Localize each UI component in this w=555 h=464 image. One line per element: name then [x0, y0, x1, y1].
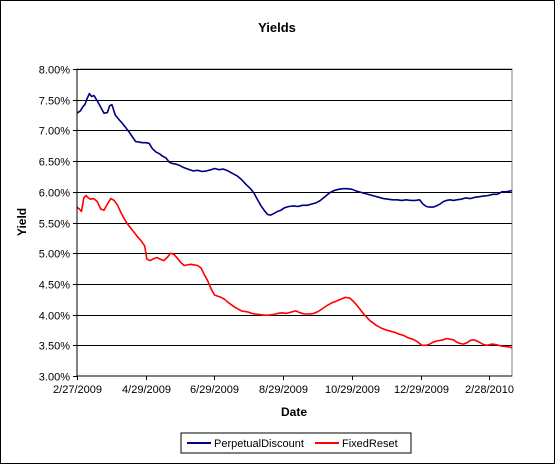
- y-tick-label: 3.50%: [39, 341, 70, 353]
- gridlines: [77, 69, 512, 346]
- y-tick-label: 6.00%: [39, 188, 70, 200]
- chart-title: Yields: [258, 20, 296, 35]
- series-line-perpetual-discount: [76, 92, 513, 216]
- series-line-fixed-reset: [76, 194, 513, 349]
- x-tick-label: 2/27/2009: [53, 384, 102, 396]
- y-tick-label: 8.00%: [39, 65, 70, 77]
- x-tick-label: 12/29/2009: [394, 384, 449, 396]
- y-tick-label: 5.50%: [39, 219, 70, 231]
- y-tick-label: 4.00%: [39, 311, 70, 323]
- x-tick-label: 6/29/2009: [190, 384, 239, 396]
- legend: PerpetualDiscount FixedReset: [180, 432, 412, 454]
- y-tick-label: 6.50%: [39, 157, 70, 169]
- legend-label-fixed-reset: FixedReset: [342, 438, 398, 450]
- y-tick-label: 5.00%: [39, 249, 70, 261]
- x-axis-title: Date: [281, 405, 307, 419]
- legend-label-perpetual-discount: PerpetualDiscount: [214, 438, 304, 450]
- y-axis-title: Yield: [15, 208, 29, 236]
- legend-box: [180, 432, 412, 454]
- x-tick-label: 2/28/2010: [465, 384, 514, 396]
- y-tick-label: 7.50%: [39, 96, 70, 108]
- x-tick-label: 8/29/2009: [259, 384, 308, 396]
- y-tick-label: 3.00%: [39, 372, 70, 384]
- y-axis-ticks: 3.00% 3.50% 4.00% 4.50% 5.00% 5.50% 6.00% 6.50%…: [39, 65, 77, 384]
- x-tick-label: 4/29/2009: [122, 384, 171, 396]
- y-tick-label: 4.50%: [39, 280, 70, 292]
- y-tick-label: 7.00%: [39, 126, 70, 138]
- series-lines: [76, 92, 513, 349]
- plot-area: [76, 68, 513, 377]
- x-tick-label: 10/29/2009: [325, 384, 380, 396]
- x-axis-ticks: 2/27/2009 4/29/2009 6/29/2009 8/29/2009 10/2…: [53, 376, 514, 396]
